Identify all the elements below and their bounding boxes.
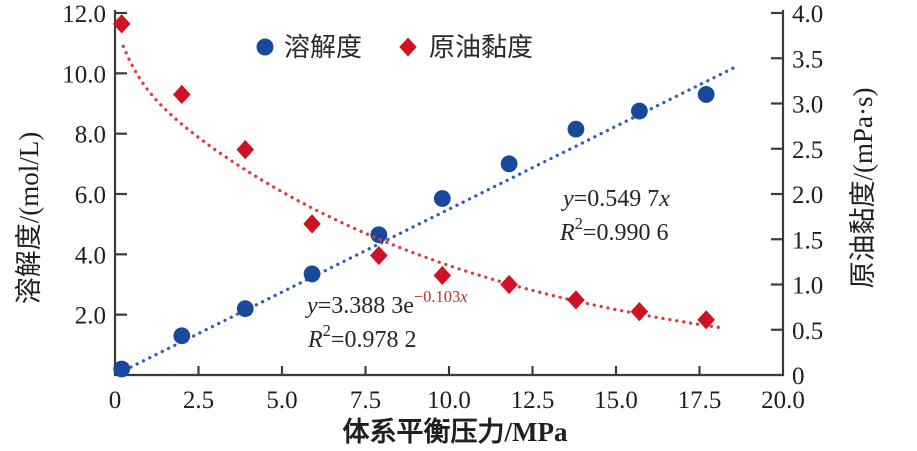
right-axis-tick-label: 3.0 bbox=[792, 92, 823, 119]
solubility-point bbox=[303, 265, 321, 283]
legend-diamond-marker-icon bbox=[399, 37, 417, 57]
x-axis-tick-label: 17.5 bbox=[678, 387, 722, 414]
legend-label: 溶解度 bbox=[284, 33, 362, 62]
left-axis-tick-label: 2.0 bbox=[75, 303, 106, 330]
x-axis-tick-label: 0 bbox=[109, 387, 122, 414]
right-axis-tick-label: 1.5 bbox=[792, 227, 823, 254]
right-axis-tick-label: 2.5 bbox=[792, 137, 823, 164]
solubility-point bbox=[173, 327, 191, 345]
legend-circle-marker-icon bbox=[256, 38, 274, 56]
solubility-point bbox=[567, 120, 585, 138]
solubility-series bbox=[113, 65, 737, 378]
viscosity-point bbox=[697, 310, 715, 330]
left-axis-title: 溶解度/(mol/L) bbox=[14, 132, 44, 304]
viscosity-point bbox=[173, 84, 191, 105]
right-axis-title: 原油黏度/(mPa·s) bbox=[848, 88, 878, 289]
viscosity-point bbox=[500, 274, 518, 295]
solubility-point bbox=[370, 226, 388, 244]
x-axis-tick-label: 2.5 bbox=[183, 387, 214, 414]
viscosity-point bbox=[433, 265, 452, 286]
left-axis-tick-label: 12.0 bbox=[62, 1, 106, 28]
x-axis-tick-label: 10.0 bbox=[427, 387, 471, 414]
right-axis-tick-label: 2.0 bbox=[792, 182, 823, 209]
plot-axes bbox=[113, 10, 785, 377]
right-axis-tick-label: 4.0 bbox=[792, 1, 823, 28]
left-axis-tick-label: 8.0 bbox=[75, 122, 106, 149]
solubility-point bbox=[236, 300, 254, 318]
x-axis-title: 体系平衡压力/MPa bbox=[343, 417, 568, 446]
equation-text: y=3.388 3e−0.103x bbox=[305, 287, 468, 319]
solubility-point bbox=[630, 102, 648, 120]
right-axis-tick-label: 0.5 bbox=[792, 318, 823, 345]
equation-text: y=0.549 7x bbox=[561, 186, 670, 212]
legend-label: 原油黏度 bbox=[429, 33, 533, 62]
solubility-trendline bbox=[116, 65, 737, 375]
left-axis-tick-label: 10.0 bbox=[62, 61, 106, 88]
x-axis-tick-label: 7.5 bbox=[350, 387, 381, 414]
viscosity-series bbox=[112, 14, 727, 330]
x-axis-tick-label: 5.0 bbox=[266, 387, 297, 414]
solubility-point bbox=[433, 190, 451, 207]
viscosity-point bbox=[303, 214, 321, 234]
viscosity-point bbox=[236, 140, 255, 160]
x-axis-tick-label: 20.0 bbox=[761, 387, 805, 414]
right-axis-tick-label: 0 bbox=[792, 363, 805, 390]
right-axis-tick-label: 3.5 bbox=[792, 46, 823, 73]
x-axis-tick-label: 12.5 bbox=[511, 387, 555, 414]
equation-text: R2=0.990 6 bbox=[559, 214, 668, 246]
solubility-point bbox=[500, 155, 518, 173]
axis-frame bbox=[113, 10, 785, 377]
solubility-point bbox=[697, 86, 715, 103]
left-axis-tick-label: 4.0 bbox=[75, 242, 106, 269]
viscosity-point bbox=[567, 290, 585, 310]
viscosity-point bbox=[630, 302, 649, 322]
right-axis-tick-label: 1.0 bbox=[792, 273, 823, 300]
legend: 溶解度 原油黏度 bbox=[256, 33, 533, 62]
x-axis-tick-label: 15.0 bbox=[594, 387, 638, 414]
equation-text: R2=0.978 2 bbox=[307, 321, 416, 353]
left-axis-tick-label: 6.0 bbox=[75, 182, 106, 209]
viscosity-point bbox=[112, 14, 131, 34]
solubility-point bbox=[113, 360, 131, 378]
viscosity-point bbox=[370, 245, 388, 266]
